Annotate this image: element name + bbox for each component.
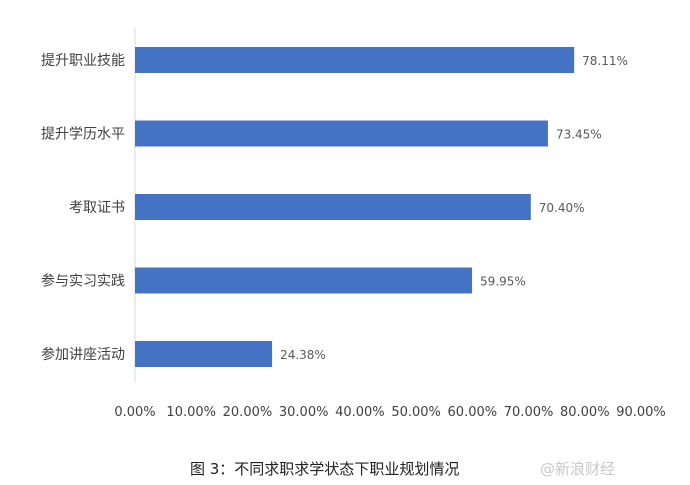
bar (135, 47, 575, 73)
x-tick-label: 40.00% (335, 405, 385, 420)
watermark: @新浪财经 (540, 460, 616, 478)
data-label: 78.11% (582, 54, 628, 68)
category-label: 提升学历水平 (41, 127, 125, 143)
bar (135, 194, 531, 220)
category-label: 参与实习实践 (41, 273, 125, 290)
figure-caption: 图 3：不同求职求学状态下职业规划情况 (190, 460, 460, 478)
x-tick-label: 10.00% (166, 405, 216, 420)
x-tick-label: 60.00% (448, 405, 498, 420)
x-tick-label: 90.00% (616, 405, 666, 420)
data-label: 73.45% (556, 128, 602, 142)
x-tick-label: 50.00% (391, 405, 441, 420)
bar-chart: 提升职业技能 78.11% 提升学历水平 73.45% 考取证书 70.40% 参与实习实践… (41, 28, 666, 420)
bar (135, 267, 473, 294)
x-tick-label: 0.00% (114, 405, 155, 420)
bar (135, 341, 273, 367)
x-tick-label: 30.00% (279, 405, 329, 420)
data-label: 59.95% (480, 275, 526, 289)
bar (135, 120, 548, 147)
data-label: 70.40% (539, 201, 585, 215)
x-tick-label: 20.00% (223, 405, 273, 420)
x-tick-label: 80.00% (560, 405, 610, 420)
data-label: 24.38% (280, 348, 326, 362)
category-label: 考取证书 (69, 200, 125, 216)
x-tick-label: 70.00% (504, 405, 554, 420)
category-label: 提升职业技能 (41, 53, 125, 69)
category-label: 参加讲座活动 (41, 346, 125, 363)
